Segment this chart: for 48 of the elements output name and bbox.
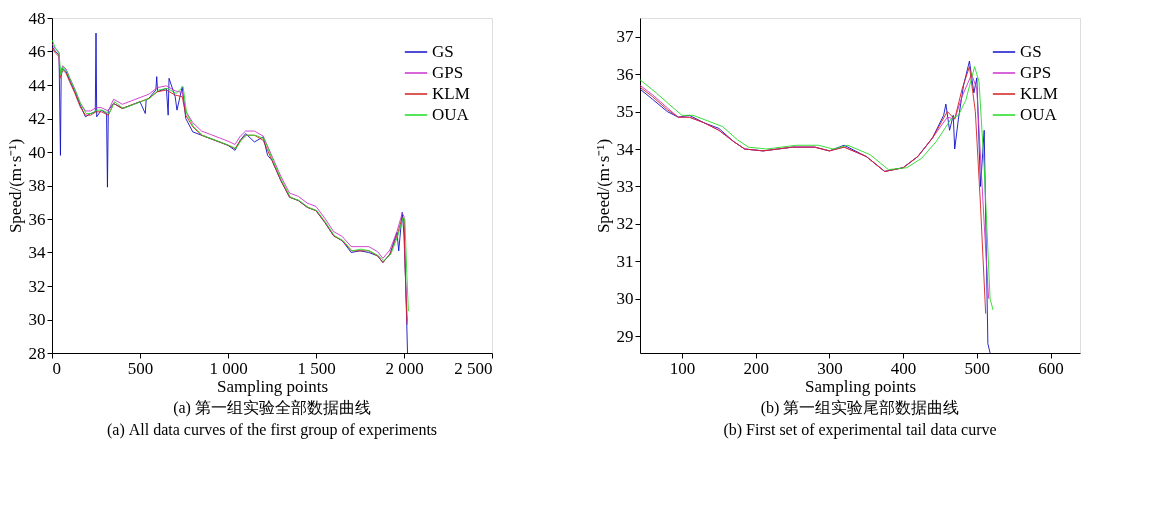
y-tick-label: 34 <box>616 139 634 159</box>
y-tick-label: 30 <box>28 310 46 329</box>
legend-label: OUA <box>1020 105 1058 124</box>
text: (a) All data curves of the first group of experiments <box>106 421 438 439</box>
text: (b) 第一组实验尾部数据曲线 <box>760 399 960 417</box>
y-axis-title: Speed/(m·s⁻¹) <box>5 138 25 234</box>
legend-label: GPS <box>432 63 464 82</box>
y-tick-label: 36 <box>616 64 634 84</box>
x-axis-title: Sampling points <box>217 376 328 396</box>
y-tick-label: 37 <box>616 27 634 47</box>
y-tick-label: 42 <box>28 109 46 128</box>
y-tick-label: 38 <box>28 176 46 195</box>
y-tick-label: 48 <box>28 8 46 28</box>
y-tick-label: 29 <box>616 326 634 346</box>
y-tick-label: 33 <box>616 176 634 196</box>
x-tick-label: 1 500 <box>297 358 336 378</box>
y-tick-label: 32 <box>28 276 46 296</box>
x-tick-label: 500 <box>127 358 154 378</box>
x-tick-label: 500 <box>964 358 991 378</box>
x-axis-title: Sampling points <box>805 376 916 396</box>
y-tick-label: 35 <box>616 102 634 122</box>
y-tick-label: 34 <box>28 243 46 262</box>
x-tick-label: 2 000 <box>385 358 424 378</box>
x-tick-label: 100 <box>669 358 696 378</box>
y-tick-label: 40 <box>28 142 46 162</box>
x-tick-label: 300 <box>817 358 843 378</box>
legend-label: OUA <box>432 105 470 124</box>
text: (a) 第一组实验全部数据曲线 <box>173 399 371 417</box>
y-tick-label: 28 <box>28 343 46 363</box>
x-tick-label: 0 <box>52 358 61 378</box>
y-tick-label: 36 <box>28 209 46 229</box>
x-tick-label: 400 <box>890 358 917 378</box>
y-tick-label: 46 <box>28 42 46 61</box>
legend-label: KLM <box>432 84 470 103</box>
legend-label: KLM <box>1020 84 1058 103</box>
x-tick-label: 600 <box>1038 358 1064 378</box>
y-tick-label: 32 <box>616 214 634 234</box>
y-tick-label: 31 <box>616 251 634 271</box>
y-tick-label: 30 <box>616 289 634 309</box>
y-axis-title: Speed/(m·s⁻¹) <box>593 138 613 234</box>
legend-label: GS <box>432 42 454 61</box>
x-tick-label: 200 <box>743 358 769 378</box>
x-tick-label: 2 500 <box>454 358 493 378</box>
text: (b) First set of experimental tail data curve <box>723 421 997 439</box>
y-tick-label: 44 <box>28 75 46 95</box>
legend-label: GPS <box>1020 63 1052 82</box>
x-tick-label: 1 000 <box>209 358 248 378</box>
legend-label: GS <box>1020 42 1042 61</box>
